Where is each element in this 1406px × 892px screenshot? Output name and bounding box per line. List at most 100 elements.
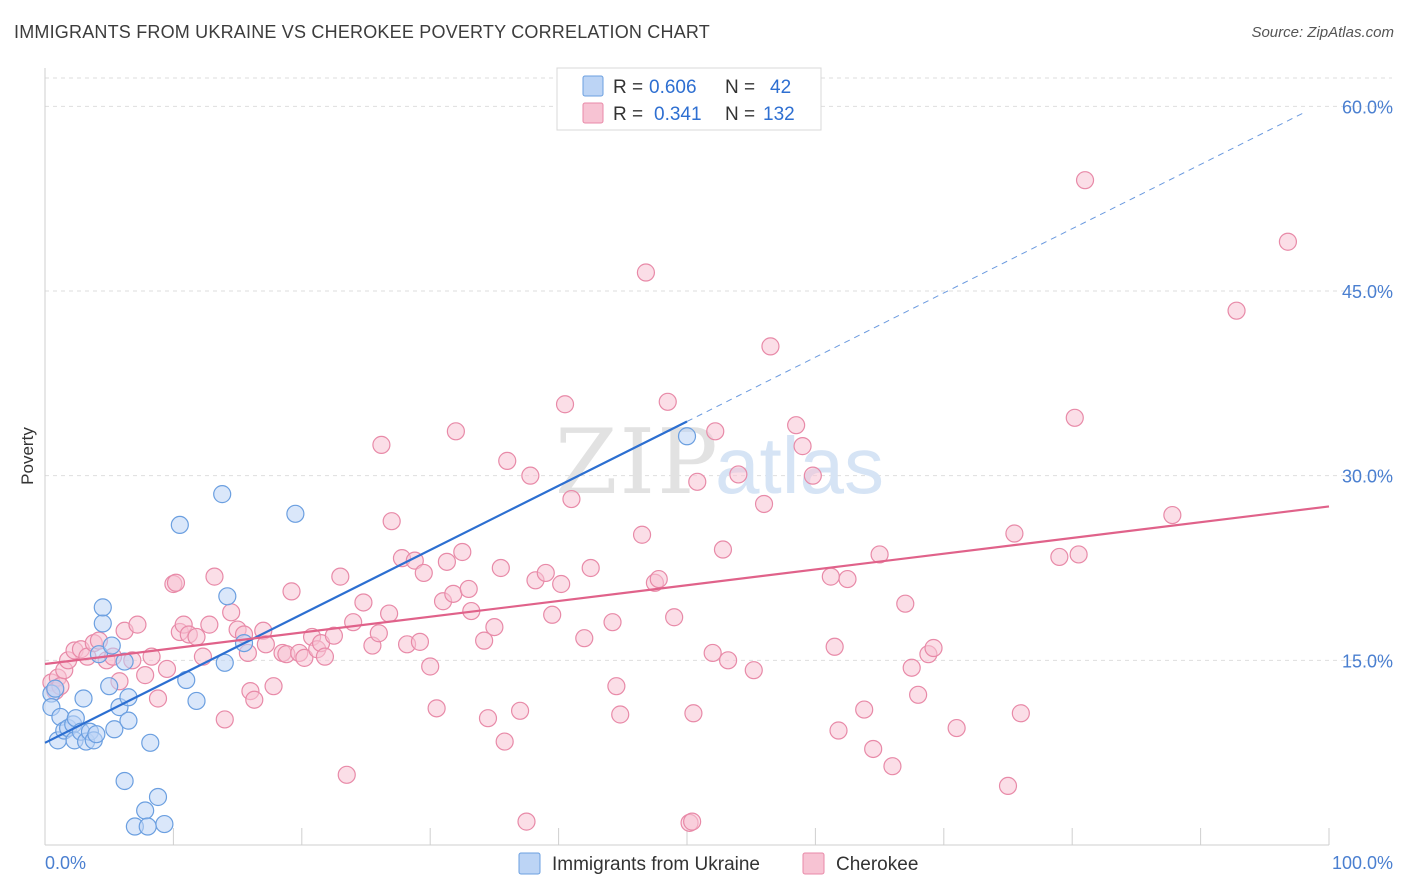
cherokee-point bbox=[1069, 545, 1088, 564]
cherokee-point bbox=[864, 739, 883, 759]
cherokee-points bbox=[42, 171, 1298, 832]
legend-swatch-cherokee bbox=[582, 102, 604, 124]
ukraine-point bbox=[115, 652, 134, 671]
cherokee-point bbox=[1005, 524, 1024, 543]
legend-r-value-ukraine: 0.606 bbox=[649, 77, 697, 98]
cherokee-point bbox=[552, 574, 571, 594]
ukraine-point bbox=[155, 814, 174, 834]
cherokee-point bbox=[947, 718, 966, 738]
y-tick-label: 30.0% bbox=[1342, 467, 1393, 487]
cherokee-point bbox=[157, 659, 177, 679]
cherokee-point bbox=[478, 709, 498, 728]
cherokee-point bbox=[498, 451, 517, 470]
ukraine-trend-extension bbox=[686, 112, 1304, 422]
legend-swatch-ukraine bbox=[582, 75, 604, 97]
cherokee-point bbox=[380, 604, 399, 623]
bottom-legend: Immigrants from Ukraine Cherokee bbox=[518, 852, 918, 875]
cherokee-point bbox=[414, 563, 433, 583]
legend-n-value-cherokee: 132 bbox=[763, 104, 795, 125]
cherokee-point bbox=[688, 472, 707, 491]
cherokee-point bbox=[295, 648, 314, 667]
grid bbox=[45, 77, 1392, 661]
cherokee-point bbox=[536, 563, 555, 583]
ukraine-trend-line bbox=[44, 420, 688, 744]
cherokee-point bbox=[337, 765, 356, 784]
x-tick-label: 0.0% bbox=[45, 853, 86, 873]
cherokee-point bbox=[562, 489, 581, 509]
legend: R = 0.606 N = 42 R = 0.341 N = 132 bbox=[556, 67, 822, 131]
cherokee-point bbox=[909, 685, 928, 704]
bottom-legend-label-cherokee: Cherokee bbox=[836, 854, 918, 875]
cherokee-point bbox=[521, 466, 540, 485]
ukraine-point bbox=[218, 587, 237, 606]
chart-title: IMMIGRANTS FROM UKRAINE VS CHEROKEE POVE… bbox=[14, 22, 710, 42]
cherokee-point bbox=[1227, 301, 1246, 320]
cherokee-point bbox=[372, 435, 391, 454]
cherokee-point bbox=[148, 689, 168, 708]
cherokee-trend-line bbox=[44, 505, 1330, 666]
cherokee-point bbox=[632, 525, 652, 544]
cherokee-point bbox=[581, 558, 600, 578]
cherokee-point bbox=[354, 593, 373, 612]
cherokee-point bbox=[1050, 547, 1069, 567]
cherokee-point bbox=[603, 613, 622, 632]
cherokee-point bbox=[665, 608, 684, 627]
ukraine-point bbox=[102, 636, 121, 655]
cherokee-point bbox=[706, 422, 725, 441]
cherokee-point bbox=[703, 643, 722, 663]
y-tick-label: 45.0% bbox=[1342, 282, 1393, 302]
ukraine-point bbox=[74, 689, 93, 708]
cherokee-point bbox=[510, 701, 530, 720]
cherokee-point bbox=[611, 705, 630, 724]
cherokee-point bbox=[825, 637, 844, 656]
legend-n-label-ukraine: N = bbox=[725, 77, 755, 98]
cherokee-point bbox=[446, 422, 465, 441]
ukraine-point bbox=[286, 504, 305, 523]
source-label: Source: ZipAtlas.com bbox=[1251, 24, 1394, 41]
cherokee-point bbox=[222, 603, 241, 622]
cherokee-point bbox=[829, 721, 848, 740]
cherokee-point bbox=[607, 677, 626, 696]
ukraine-point bbox=[87, 725, 106, 744]
cherokee-point bbox=[821, 567, 840, 586]
ukraine-point bbox=[215, 653, 234, 672]
svg-text:atlas: atlas bbox=[715, 421, 884, 510]
cherokee-point bbox=[1163, 505, 1182, 525]
ukraine-point bbox=[115, 771, 134, 791]
ukraine-point bbox=[100, 677, 119, 696]
cherokee-point bbox=[205, 567, 224, 586]
ukraine-point bbox=[138, 817, 157, 836]
cherokee-point bbox=[1278, 232, 1298, 251]
cherokee-point bbox=[264, 677, 283, 696]
cherokee-point bbox=[924, 638, 943, 658]
cherokee-point bbox=[331, 567, 350, 586]
ukraine-points bbox=[42, 427, 697, 836]
ukraine-point bbox=[93, 614, 112, 633]
cherokee-point bbox=[495, 732, 514, 751]
y-tick-label: 60.0% bbox=[1342, 97, 1393, 117]
axes bbox=[44, 68, 1330, 846]
cherokee-point bbox=[649, 569, 668, 589]
legend-r-label-ukraine: R = bbox=[613, 77, 643, 98]
cherokee-point bbox=[575, 629, 594, 648]
cherokee-point bbox=[245, 690, 264, 709]
cherokee-point bbox=[128, 615, 147, 634]
cherokee-point bbox=[870, 545, 889, 564]
cherokee-point bbox=[555, 395, 575, 414]
cherokee-point bbox=[324, 626, 343, 645]
cherokee-point bbox=[883, 757, 902, 776]
cherokee-point bbox=[421, 657, 440, 676]
cherokee-point bbox=[437, 552, 456, 571]
cherokee-point bbox=[754, 494, 774, 514]
cherokee-point bbox=[136, 666, 155, 685]
ukraine-point bbox=[677, 427, 697, 446]
cherokee-point bbox=[896, 594, 915, 613]
cherokee-point bbox=[793, 437, 812, 456]
cherokee-point bbox=[427, 699, 446, 718]
cherokee-point bbox=[166, 573, 186, 592]
cherokee-point bbox=[636, 263, 656, 282]
cherokee-point bbox=[787, 416, 806, 435]
y-axis-title: Poverty bbox=[18, 427, 37, 485]
trend-lines bbox=[44, 112, 1330, 744]
y-tick-label: 15.0% bbox=[1342, 651, 1393, 671]
